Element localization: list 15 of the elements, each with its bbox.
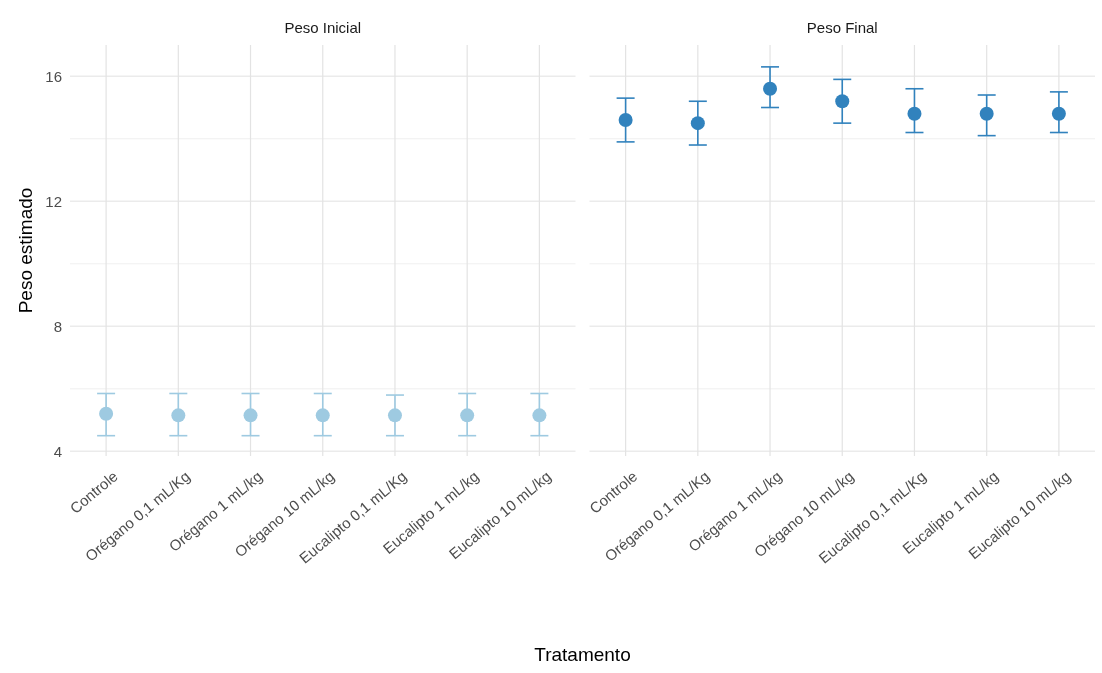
- chart-title: Peso Final: [806, 19, 878, 36]
- point: [763, 81, 778, 96]
- x-axis-title: Tratamento: [534, 644, 631, 665]
- y-axis-title: Peso estimado: [15, 187, 36, 314]
- y-tick-label: 12: [45, 192, 62, 210]
- point: [907, 106, 922, 121]
- y-tick-label: 16: [45, 67, 62, 85]
- y-tick-label: 8: [53, 317, 62, 335]
- point: [1051, 106, 1066, 121]
- chart-title: Peso Inicial: [284, 19, 362, 36]
- point: [835, 94, 850, 109]
- point: [690, 116, 705, 131]
- y-tick-label: 4: [53, 442, 62, 460]
- point: [979, 106, 994, 121]
- point: [618, 113, 633, 127]
